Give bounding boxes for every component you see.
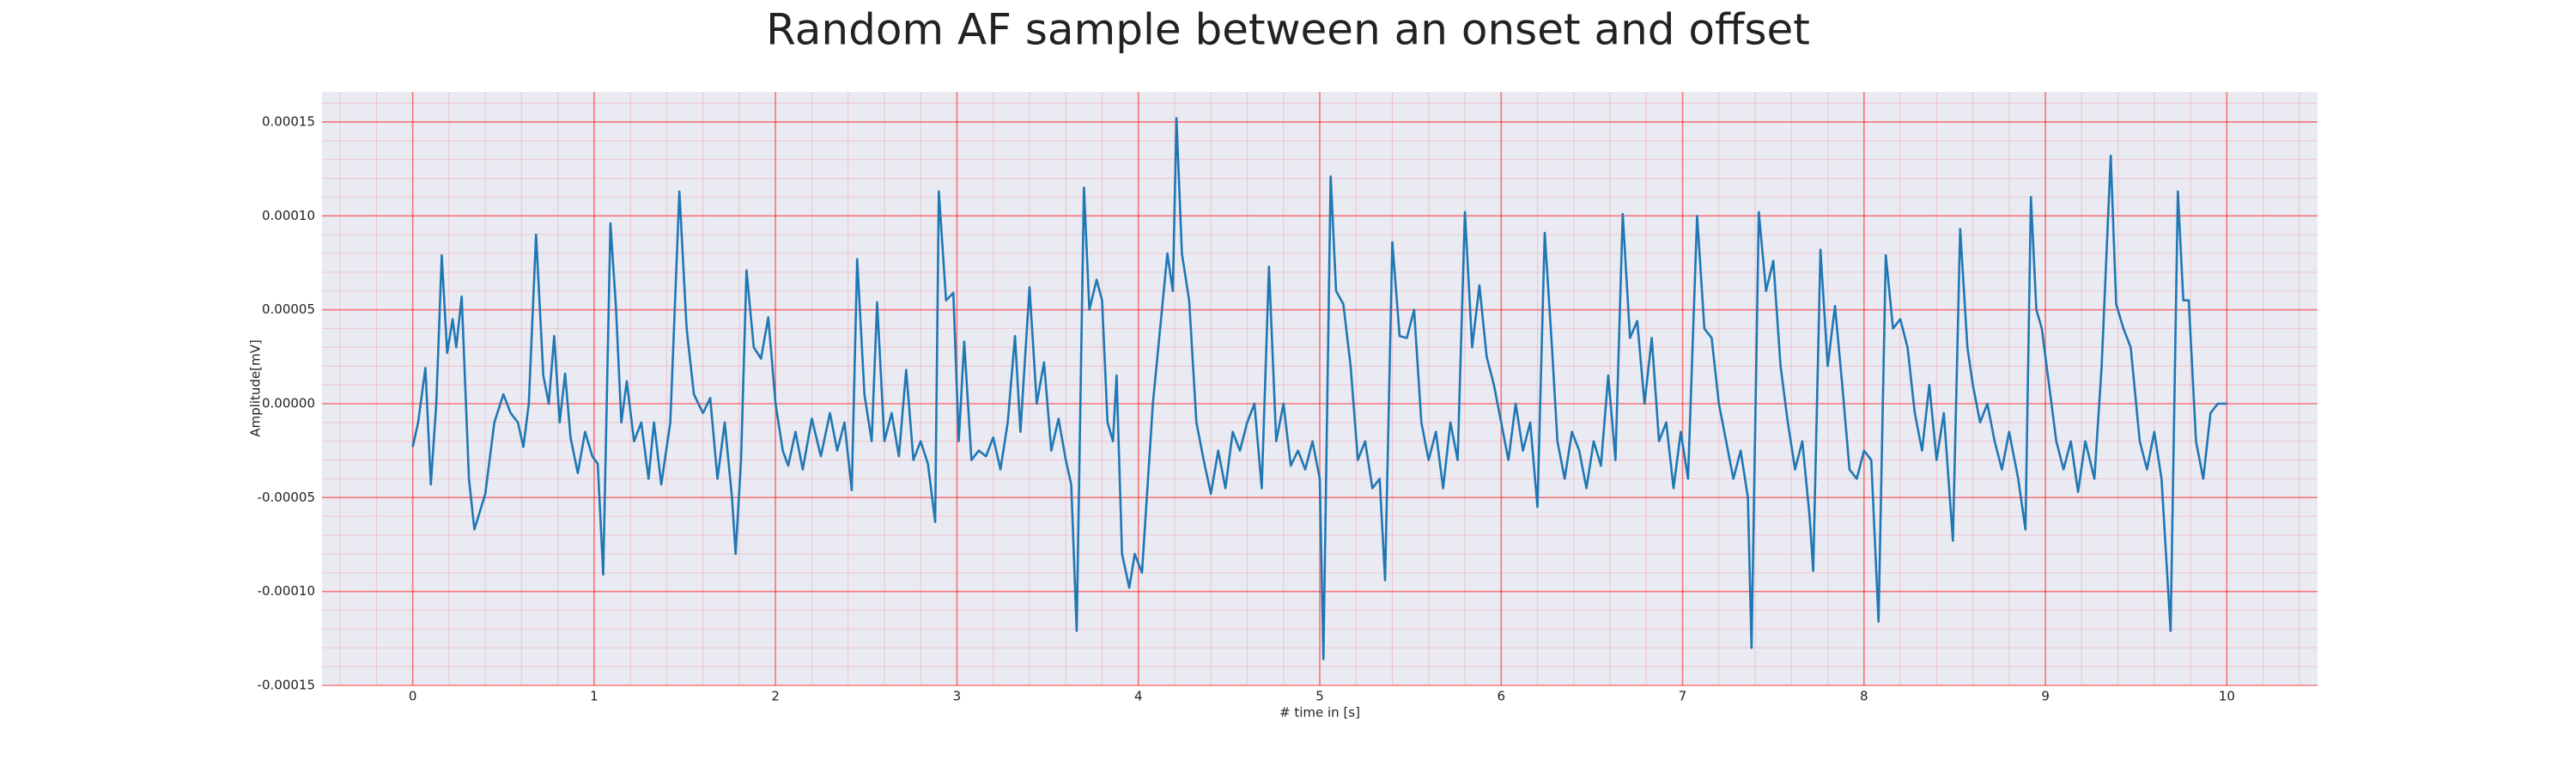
x-tick-label: 3 [953,689,962,704]
y-tick-label: -0.00015 [258,678,315,693]
x-tick-label: 5 [1315,689,1324,704]
x-tick-label: 10 [2219,689,2235,704]
x-tick-label: 7 [1679,689,1687,704]
x-tick-label: 1 [590,689,598,704]
y-tick-label: -0.00005 [258,490,315,505]
x-axis-label: # time in [s] [1279,705,1360,721]
y-tick-label: 0.00005 [262,301,315,317]
x-tick-label: 6 [1497,689,1505,704]
x-tick-label: 4 [1134,689,1143,704]
x-tick-label: 0 [409,689,417,704]
y-tick-label: 0.00010 [262,208,315,223]
x-tick-label: 9 [2041,689,2050,704]
y-tick-label: -0.00010 [258,583,315,599]
x-tick-label: 2 [771,689,780,704]
signal-line [411,117,2227,660]
chart-title: Random AF sample between an onset and of… [766,5,1810,55]
y-tick-label: 0.00000 [262,395,315,411]
x-tick-label: 8 [1860,689,1868,704]
y-axis-label: Amplitude[mV] [248,339,264,436]
y-tick-label: 0.00015 [262,113,315,129]
